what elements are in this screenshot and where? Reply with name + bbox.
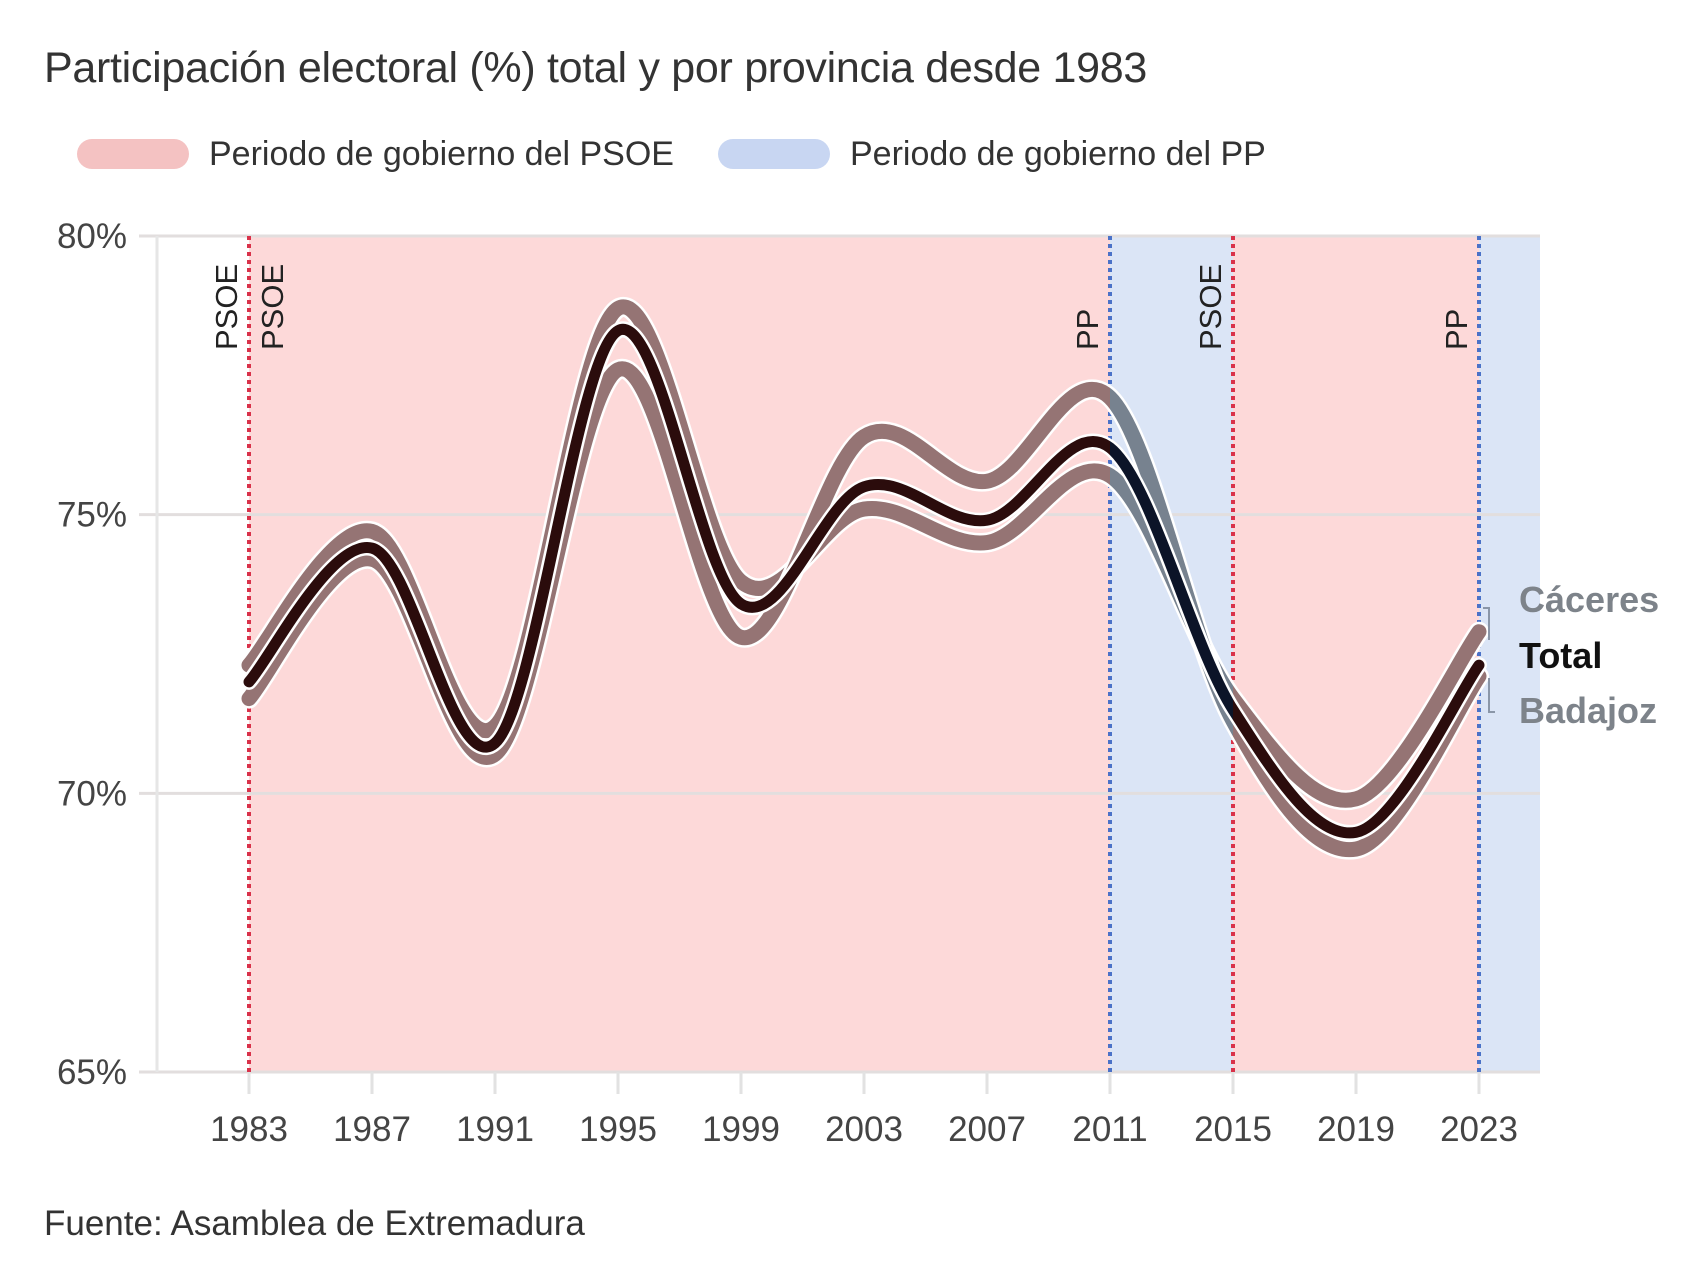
end-label-cceres: Cáceres [1519, 579, 1659, 620]
series-end-labels: Cáceres Badajoz Total [1483, 579, 1659, 731]
series-lines [239, 297, 1489, 860]
legend-swatch-psoe [77, 139, 189, 169]
period-label-psoe: PSOE [255, 264, 290, 350]
end-label-total: Total [1519, 635, 1602, 676]
period-markers: PSOE PSOE PP PSOE PP [209, 236, 1481, 1072]
period-band-psoe [1233, 236, 1479, 1072]
x-tick-label: 2023 [1440, 1110, 1518, 1149]
period-label-pp: PP [1439, 309, 1474, 350]
y-tick-label: 65% [57, 1053, 127, 1092]
x-tick-label: 2003 [825, 1110, 903, 1149]
legend-swatch-pp [717, 139, 830, 169]
legend-item-pp: Periodo de gobierno del PP [717, 134, 1266, 174]
period-label-pp: PP [1070, 309, 1105, 350]
period-bands [249, 236, 1540, 1072]
chart-title: Participación electoral (%) total y por … [44, 44, 1147, 92]
connector-badajoz [1488, 678, 1495, 713]
x-tick-label: 2011 [1072, 1110, 1147, 1149]
connector-caceres [1483, 607, 1490, 640]
legend: Periodo de gobierno del PSOE Periodo de … [77, 134, 1310, 174]
x-tick-label: 1983 [210, 1110, 288, 1149]
x-tick-label: 2007 [948, 1110, 1026, 1149]
x-tick-label: 2019 [1317, 1110, 1395, 1149]
legend-item-psoe: Periodo de gobierno del PSOE [77, 135, 674, 174]
x-tick-label: 2015 [1194, 1110, 1272, 1149]
series-line-total [243, 324, 1485, 839]
y-tick-label: 70% [57, 774, 127, 813]
period-band-psoe [249, 236, 1110, 1072]
period-label-psoe: PSOE [209, 264, 244, 350]
x-tick-label: 1987 [333, 1110, 411, 1149]
legend-label-pp: Periodo de gobierno del PP [849, 134, 1266, 173]
period-band-pp [1479, 236, 1540, 1072]
y-tick-label: 75% [57, 496, 127, 535]
x-tick-label: 1991 [456, 1110, 534, 1149]
legend-label-psoe: Periodo de gobierno del PSOE [209, 134, 674, 173]
x-tick-label: 1999 [702, 1110, 780, 1149]
source-note: Fuente: Asamblea de Extremadura [44, 1204, 585, 1243]
period-label-psoe: PSOE [1193, 264, 1228, 350]
x-tick-label: 1995 [579, 1110, 657, 1149]
y-tick-label: 80% [57, 217, 127, 256]
end-label-badajoz: Badajoz [1519, 690, 1657, 731]
axes: 65% 70% 75% 80% 1983 1987 1991 1995 1999 2003 2007… [57, 217, 1518, 1149]
